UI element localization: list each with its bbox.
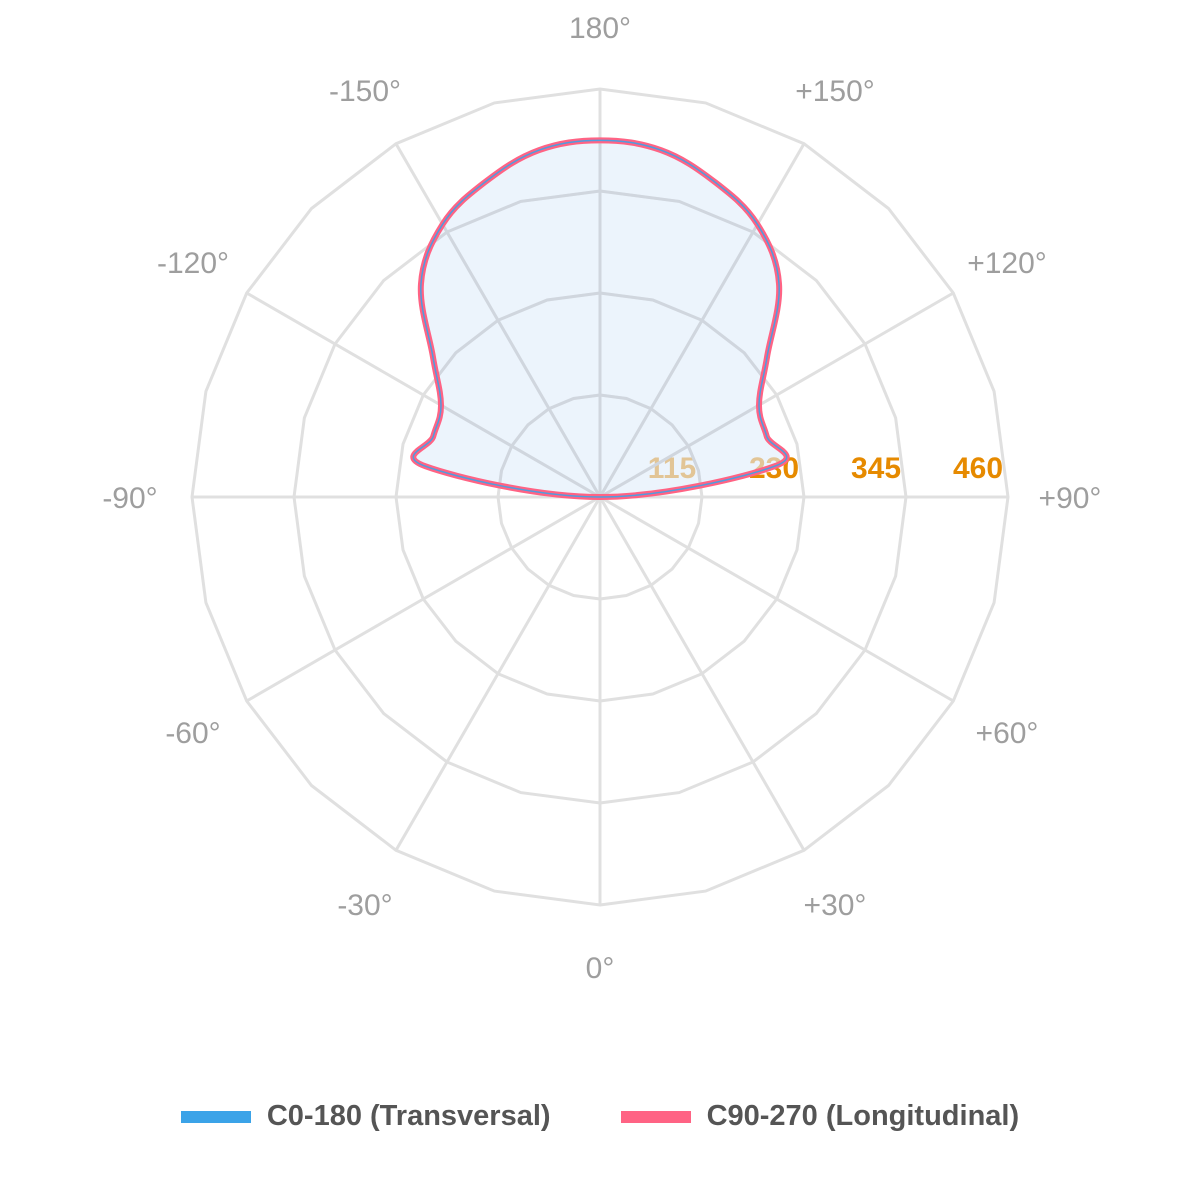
legend-label-transversal: C0-180 (Transversal) — [266, 1100, 551, 1132]
legend-label-longitudinal: C90-270 (Longitudinal) — [706, 1100, 1020, 1132]
grid-spoke — [598, 496, 806, 852]
angle-label: 180° — [569, 12, 631, 45]
ring-label: 460 — [953, 452, 1003, 485]
legend-item-transversal[interactable]: C0-180 (Transversal) — [180, 1100, 551, 1133]
angle-label: +60° — [976, 717, 1039, 750]
legend-swatch-longitudinal — [620, 1110, 691, 1123]
angle-label: -120° — [157, 247, 229, 280]
legend: C0-180 (Transversal) C90-270 (Longitudin… — [0, 1100, 1200, 1133]
ring-label: 345 — [851, 452, 901, 485]
angle-label: -60° — [165, 717, 220, 750]
angle-label: +120° — [967, 247, 1047, 280]
grid-spoke — [245, 495, 601, 703]
angle-labels: 0° +30° +60° +90° +120° +150° 180° -150° -120° -9… — [102, 12, 1101, 985]
angle-label: +90° — [1039, 482, 1102, 515]
angle-label: -90° — [102, 482, 157, 515]
angle-label: -30° — [337, 889, 392, 922]
angle-label: +30° — [804, 889, 867, 922]
grid-spoke — [394, 496, 602, 852]
angle-label: 0° — [586, 952, 615, 985]
angle-label: -150° — [329, 75, 401, 108]
legend-item-longitudinal[interactable]: C90-270 (Longitudinal) — [620, 1100, 1020, 1133]
grid-spoke — [599, 495, 955, 703]
legend-swatch-transversal — [180, 1110, 251, 1123]
series-line-transversal — [412, 139, 788, 498]
angle-label: +150° — [795, 75, 875, 108]
